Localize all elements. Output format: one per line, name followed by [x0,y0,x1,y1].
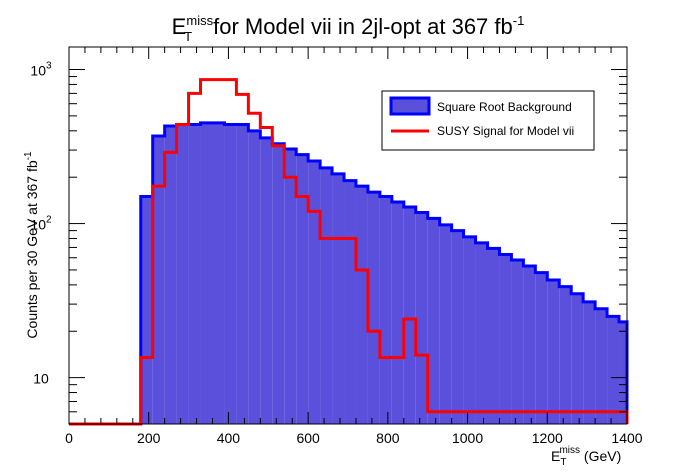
background-bar [260,137,273,424]
legend-label-background: Square Root Background [437,100,572,114]
background-bar [607,316,620,424]
background-bar [571,293,584,424]
background-bar [403,207,416,424]
signal-histogram [69,78,629,426]
y-tick-label: 103 [30,61,52,79]
background-bar [451,230,464,424]
x-axis-label-sub: T [560,457,566,468]
background-bar [487,248,500,424]
legend-label-signal: SUSY Signal for Model vii [437,124,574,138]
background-bar [439,224,452,424]
title-rest-sup: -1 [513,13,525,28]
background-bar [296,154,309,424]
background-bar [355,186,368,424]
background-bar [212,122,225,425]
x-tick-label: 1000 [452,430,483,446]
plot-frame [68,46,628,425]
x-tick-label: 800 [376,430,400,446]
background-bar [272,143,285,425]
background-bar [200,122,213,425]
background-bar [391,202,404,424]
signal-line [69,78,629,426]
background-bar [595,308,608,424]
background-bar [547,280,560,424]
background-bar [379,196,392,424]
x-axis-label-rest: (GeV) [580,448,621,464]
background-bar [236,124,249,425]
background-bar [535,272,548,424]
title-rest: for Model vii in 2jl-opt at 367 fb [207,14,513,39]
background-bar [475,242,488,424]
background-bar [344,180,356,424]
background-bar [152,136,165,425]
legend-box [381,90,595,151]
background-bar [583,301,596,424]
background-histogram [139,121,629,425]
x-tick-label: 400 [217,430,241,446]
y-axis-label: Counts per 30 GeV at 367 fb-1 [23,151,40,339]
background-bar [188,124,201,425]
background-bar [499,254,512,424]
background-bar [619,321,627,424]
background-bar [284,148,297,424]
background-bar [463,236,476,424]
legend-swatch-background [389,96,431,116]
background-outline [139,121,629,424]
background-bar [427,218,440,424]
x-tick-label: 0 [65,430,73,446]
y-axis-label-text: Counts per 30 GeV at 367 fb [24,160,40,338]
background-bar [176,124,189,425]
background-bar [559,286,572,424]
x-axis-label-base: E [551,448,560,464]
y-tick-label: 10 [33,371,49,387]
title-sup: miss [186,13,213,28]
chart-title: Emiss T for Model vii in 2jl-opt at 367 f… [172,13,525,44]
x-tick-label: 1400 [611,430,642,446]
background-bar [523,266,536,424]
x-tick-label: 1200 [532,430,563,446]
x-tick-label: 200 [137,430,161,446]
x-axis-label: ETmiss (GeV) [551,445,621,468]
y-axis-label-sup: -1 [23,151,34,160]
background-bar [332,173,345,424]
legend: Square Root Background SUSY Signal for M… [381,90,595,151]
background-bar [308,160,321,424]
axes: 0 200 400 600 800 1000 1200 1400 10 102 103 [30,47,643,446]
background-bar [367,192,380,424]
title-base: E [172,14,187,39]
background-bar [415,212,428,424]
x-axis-label-sup: miss [559,445,580,456]
title-sub: T [184,29,192,44]
background-bar [511,260,524,424]
background-bar [248,130,261,424]
background-bar [320,167,333,425]
background-bar [224,124,237,425]
background-bar [164,125,177,424]
x-tick-label: 600 [296,430,320,446]
background-bar [140,196,153,424]
y-tick-label: 102 [30,215,52,233]
